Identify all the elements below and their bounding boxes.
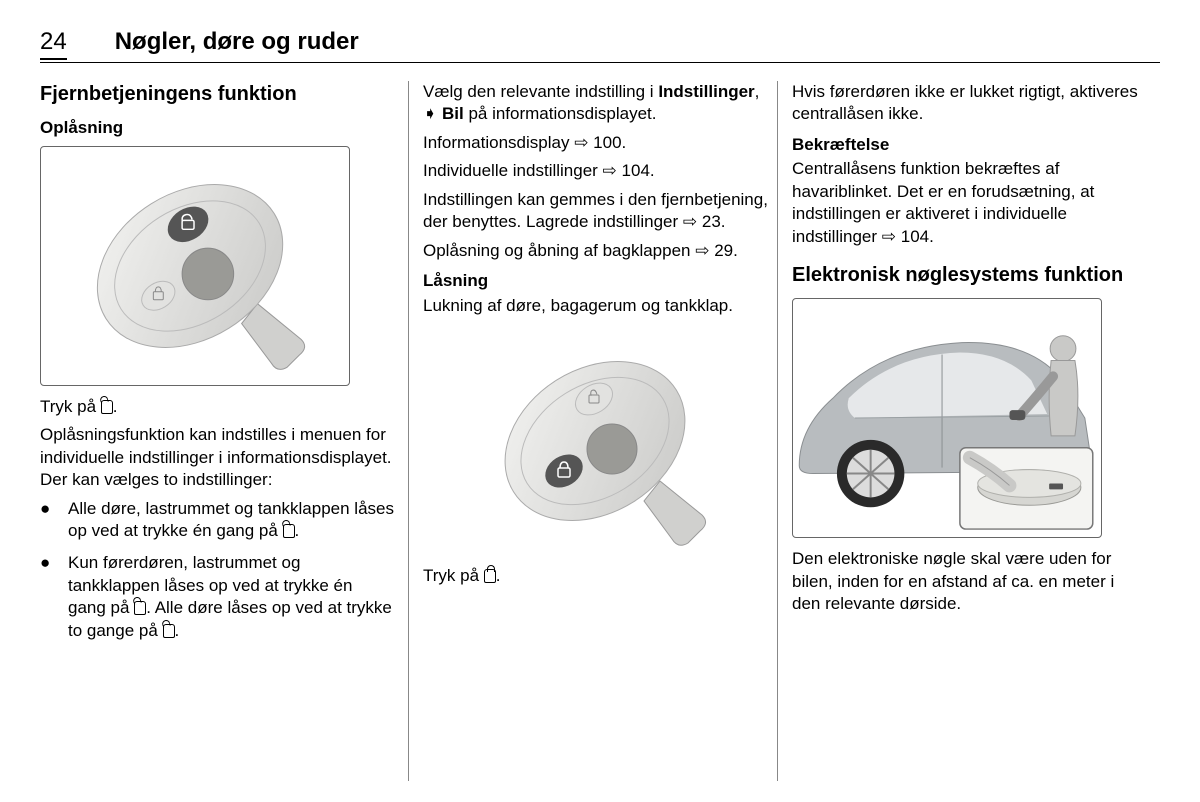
text-door-warning: Hvis førerdøren ikke er lukket rigtigt, … [792, 81, 1146, 126]
text-ekey-distance: Den elektroniske nøgle skal være uden fo… [792, 548, 1146, 615]
list-text: Alle døre, lastrummet og tankklappen lås… [68, 498, 394, 543]
heading-electronic-key: Elektronisk nøglesystems funktion [792, 262, 1146, 288]
text-confirm: Centrallåsens funktion bekræftes af hava… [792, 158, 1146, 248]
chapter-title: Nøgler, døre og ruder [115, 28, 359, 56]
text-saved-settings: Indstillingen kan gemmes i den fjernbetj… [423, 189, 777, 234]
content-columns: Fjernbetjeningens funktion Oplåsning [40, 81, 1160, 781]
unlock-icon [283, 524, 295, 538]
heading-remote-function: Fjernbetjeningens funktion [40, 81, 394, 107]
text-infodisplay-ref: Informationsdisplay ⇨ 100. [423, 132, 777, 154]
page-number: 24 [40, 28, 67, 60]
column-3: Hvis førerdøren ikke er lukket rigtigt, … [778, 81, 1160, 781]
unlock-icon [101, 400, 113, 414]
text-unlock-intro: Oplåsningsfunktion kan indstilles i menu… [40, 424, 394, 491]
heading-confirm: Bekræftelse [792, 134, 1146, 156]
list-item: ● Alle døre, lastrummet og tankklappen l… [40, 498, 394, 543]
bullet-icon: ● [40, 552, 68, 642]
menu-arrow-icon: ➧ [423, 104, 437, 123]
figure-key-lock [460, 319, 740, 559]
text-press-unlock: Tryk på . [40, 396, 394, 418]
ref-arrow-icon: ⇨ [683, 212, 697, 231]
unlock-icon [163, 624, 175, 638]
list-text: Kun førerdøren, lastrummet og tankklappe… [68, 552, 394, 642]
heading-unlock: Oplåsning [40, 117, 394, 139]
bullet-icon: ● [40, 498, 68, 543]
text-tailgate-ref: Oplåsning og åbning af bagklappen ⇨ 29. [423, 240, 777, 262]
unlock-options-list: ● Alle døre, lastrummet og tankklappen l… [40, 498, 394, 643]
heading-lock: Låsning [423, 270, 777, 292]
lock-icon [484, 569, 496, 583]
ref-arrow-icon: ⇨ [695, 241, 709, 260]
list-item: ● Kun førerdøren, lastrummet og tankklap… [40, 552, 394, 642]
unlock-icon [134, 601, 146, 615]
text-individual-ref: Individuelle indstillinger ⇨ 104. [423, 160, 777, 182]
ref-arrow-icon: ⇨ [574, 133, 588, 152]
ref-arrow-icon: ⇨ [603, 161, 617, 180]
column-2: Vælg den relevante indstilling i Indstil… [409, 81, 777, 781]
text-lock-desc: Lukning af døre, bagagerum og tankklap. [423, 295, 777, 317]
text-press-lock: Tryk på . [423, 565, 777, 587]
page-header: 24 Nøgler, døre og ruder [40, 28, 1160, 63]
text-select-setting: Vælg den relevante indstilling i Indstil… [423, 81, 777, 126]
ref-arrow-icon: ⇨ [882, 227, 896, 246]
figure-key-unlock [40, 146, 350, 386]
column-1: Fjernbetjeningens funktion Oplåsning [40, 81, 408, 781]
figure-electronic-key [792, 298, 1102, 538]
